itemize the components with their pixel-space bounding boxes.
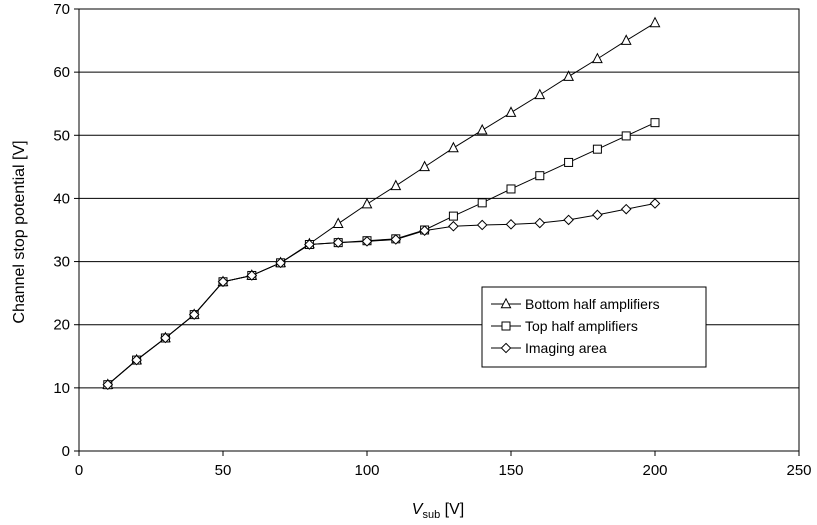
data-point-diamond	[534, 217, 546, 229]
x-tick-label: 150	[498, 462, 523, 479]
series-layer	[102, 16, 661, 391]
data-point-triangle	[476, 123, 488, 135]
y-tick-label: 50	[53, 127, 70, 144]
y-tick-label: 30	[53, 254, 70, 271]
y-tick-label: 70	[53, 1, 70, 18]
y-tick-label: 40	[53, 190, 70, 207]
data-point-diamond	[419, 225, 430, 236]
data-point-diamond	[505, 219, 517, 230]
legend-item-triangle: Bottom half amplifiers	[491, 296, 660, 312]
data-point-diamond	[476, 219, 488, 231]
legend-item-diamond: Imaging area	[491, 340, 607, 356]
data-point-square	[448, 211, 458, 221]
data-point-triangle	[361, 197, 373, 209]
x-tick-label: 50	[215, 462, 232, 479]
data-point-triangle	[447, 141, 459, 153]
data-point-triangle	[620, 34, 632, 45]
data-point-triangle	[563, 70, 575, 81]
legend: Bottom half amplifiers Top half amplifier…	[481, 286, 707, 368]
data-point-square	[477, 198, 487, 208]
data-point-triangle	[505, 106, 517, 117]
data-point-square	[621, 131, 631, 141]
data-point-triangle	[500, 297, 512, 309]
data-point-diamond	[217, 276, 229, 288]
data-point-triangle	[332, 217, 344, 228]
legend-box	[481, 286, 707, 368]
tick-labels: 0 10 20 30 40 50 60 70 0 50 100 150 200 250	[53, 1, 811, 479]
data-point-diamond	[592, 209, 603, 221]
series-line-diamond	[107, 202, 656, 386]
legend-label: Bottom half amplifiers	[525, 296, 660, 312]
data-point-diamond	[361, 236, 373, 247]
legend-label: Top half amplifiers	[525, 318, 638, 334]
grid-lines	[79, 71, 799, 389]
y-axis-title: Channel stop potential [V]	[11, 140, 28, 323]
data-point-diamond	[649, 198, 661, 209]
y-tick-label: 10	[53, 380, 70, 397]
data-point-square	[506, 184, 516, 194]
x-axis-title-subscript: sub	[422, 509, 440, 521]
data-point-square	[564, 157, 574, 167]
data-point-diamond	[102, 379, 114, 391]
x-axis-title-unit: [V]	[440, 501, 464, 518]
data-point-triangle	[419, 160, 431, 172]
data-point-square	[650, 118, 660, 128]
data-point-diamond	[246, 270, 258, 281]
data-point-diamond	[160, 332, 171, 344]
data-point-diamond	[448, 220, 459, 232]
x-tick-label: 200	[642, 462, 667, 479]
data-point-square	[592, 144, 602, 154]
y-tick-label: 60	[53, 64, 70, 81]
data-point-diamond	[500, 342, 512, 354]
data-point-triangle	[534, 88, 546, 100]
legend-label: Imaging area	[525, 340, 607, 356]
data-point-triangle	[390, 179, 402, 191]
series-diamond	[102, 198, 661, 391]
x-tick-label: 250	[786, 462, 811, 479]
data-point-diamond	[188, 309, 200, 320]
plot-area	[78, 8, 800, 452]
data-point-diamond	[131, 354, 142, 366]
data-point-diamond	[390, 234, 402, 245]
y-tick-label: 20	[53, 317, 70, 334]
data-point-square	[535, 171, 545, 181]
axis-ticks	[74, 8, 800, 456]
data-point-diamond	[332, 237, 344, 248]
y-tick-label: 0	[62, 443, 70, 460]
data-point-triangle	[649, 16, 661, 28]
x-axis-title: Vsub [V]	[412, 501, 464, 521]
legend-item-square: Top half amplifiers	[491, 318, 638, 334]
data-point-diamond	[563, 214, 574, 226]
x-tick-label: 100	[354, 462, 379, 479]
data-point-diamond	[275, 257, 286, 269]
data-point-diamond	[304, 239, 315, 250]
x-axis-title-main: V	[412, 501, 424, 518]
x-tick-label: 0	[75, 462, 83, 479]
data-point-triangle	[591, 52, 603, 64]
data-point-square	[501, 321, 511, 331]
data-point-diamond	[620, 203, 632, 215]
